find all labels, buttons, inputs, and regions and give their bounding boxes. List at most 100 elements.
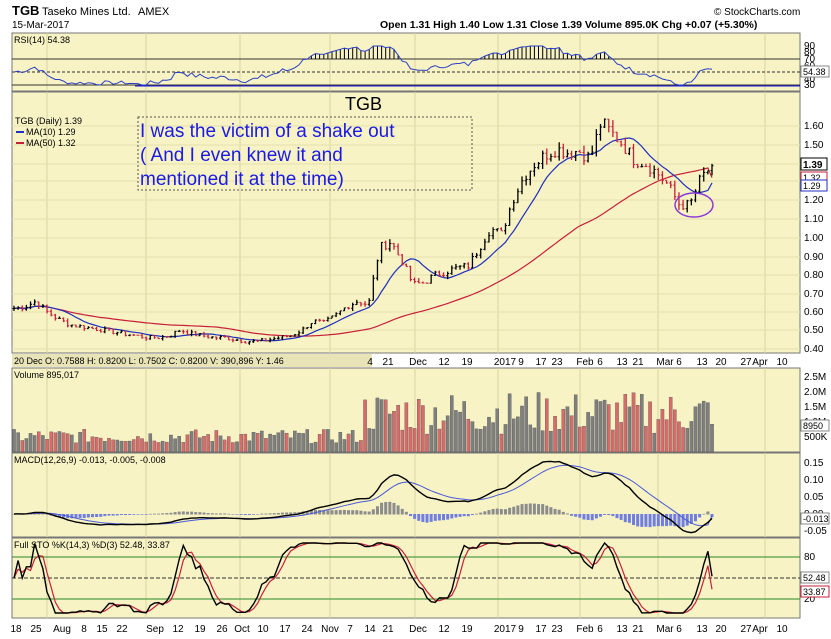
price-bar-127 [537, 161, 541, 170]
volume-bar-103 [437, 428, 442, 453]
macd-hist-bar-148 [623, 514, 627, 523]
price-bar-157 [660, 171, 664, 185]
price-bar-7 [41, 304, 45, 309]
macd-hist-bar-125 [528, 503, 532, 515]
volume-bar-62 [268, 433, 272, 453]
price-bar-66 [285, 334, 289, 338]
shakeout-circle [674, 192, 714, 218]
volume-bar-121 [512, 418, 516, 453]
volume-bar-0 [12, 429, 16, 453]
price-tick-7: 0.90 [804, 252, 824, 263]
price-bar-70 [301, 326, 305, 335]
volume-bar-47 [206, 434, 210, 453]
price-bar-162 [681, 199, 685, 211]
volume-bar-139 [586, 412, 590, 453]
macd-hist-bar-49 [214, 513, 218, 515]
price-bar-115 [487, 232, 491, 243]
macd-hist-bar-124 [524, 503, 528, 515]
symbol: TGB [12, 3, 39, 18]
macd-hist-bar-39 [173, 512, 177, 515]
macd-hist-bar-137 [578, 514, 582, 518]
macd-hist-bar-44 [194, 512, 198, 515]
date-axis-label-6: 9 [518, 357, 524, 368]
macd-hist-bar-165 [693, 514, 697, 522]
volume-bar-96 [408, 427, 413, 453]
macd-hist-bar-127 [537, 504, 541, 515]
last-price-box [800, 157, 828, 171]
bottom-axis-label-32: 20 [715, 624, 727, 635]
volume-bar-30 [136, 436, 140, 453]
price-bar-64 [276, 336, 280, 340]
price-tick-10: 0.60 [804, 307, 824, 318]
price-bar-130 [549, 153, 553, 162]
bottom-axis-label-8: 19 [194, 624, 206, 635]
date-axis-label-10: 6 [597, 357, 603, 368]
macd-hist-bar-29 [132, 514, 136, 515]
volume-bar-98 [417, 399, 421, 453]
price-bar-167 [702, 167, 706, 182]
sto-tick-80: 80 [804, 552, 816, 563]
price-bar-88 [375, 259, 379, 281]
volume-last-box [800, 419, 830, 432]
macd-hist-bar-20 [95, 514, 99, 517]
volume-bar-122 [516, 416, 520, 453]
volume-bar-58 [251, 432, 256, 453]
price-bar-131 [553, 151, 557, 158]
price-tick-11: 0.50 [804, 325, 824, 336]
macd-hist-bar-136 [574, 514, 578, 517]
price-bar-103 [437, 270, 441, 277]
bottom-axis-label-0: 18 [10, 624, 22, 635]
bottom-axis-label-23: 17 [535, 624, 547, 635]
bottom-axis-label-26: 6 [597, 624, 603, 635]
macd-hist-bar-152 [640, 514, 644, 527]
bottom-axis-label-5: 22 [116, 624, 128, 635]
volume-bar-158 [664, 419, 669, 453]
price-bar-76 [326, 316, 330, 322]
volume-bar-24 [111, 439, 115, 453]
volume-bar-159 [668, 397, 673, 453]
macd-tick-4: -0.05 [804, 526, 827, 537]
bottom-axis-label-15: 7 [347, 624, 353, 635]
price-bar-12 [62, 317, 66, 323]
volume-bar-124 [524, 396, 528, 453]
macd-hist-bar-81 [347, 510, 351, 515]
bottom-axis-label-1: 25 [30, 624, 42, 635]
price-bar-135 [570, 150, 574, 161]
volume-bar-143 [602, 399, 607, 453]
price-bar-134 [565, 149, 569, 158]
price-bar-55 [239, 339, 243, 344]
macd-hist-bar-94 [400, 508, 404, 515]
macd-hist-bar-117 [495, 508, 499, 515]
price-bar-6 [37, 301, 41, 309]
macd-hist-bar-17 [82, 514, 86, 518]
volume-bar-23 [107, 438, 111, 453]
volume-bar-3 [24, 438, 29, 453]
bottom-axis-label-11: 10 [257, 624, 269, 635]
volume-bar-165 [693, 406, 698, 453]
macd-hist-bar-37 [165, 513, 169, 515]
annotation-line-3: mentioned it at the time) [140, 169, 344, 190]
macd-hist-bar-89 [380, 502, 384, 515]
macd-hist-bar-104 [442, 514, 446, 521]
price-bar-46 [202, 331, 206, 338]
volume-bar-17 [82, 429, 86, 453]
macd-hist-bar-54 [235, 514, 239, 515]
price-bar-61 [264, 338, 268, 342]
macd-hist-bar-34 [152, 513, 156, 515]
volume-bar-113 [478, 428, 483, 453]
info-bar-text: 20 Dec O: 0.7588 H: 0.8200 L: 0.7502 C: … [14, 356, 284, 366]
macd-hist-bar-52 [227, 513, 231, 515]
volume-bar-46 [202, 436, 206, 453]
macd-hist-bar-18 [86, 514, 90, 518]
volume-bar-100 [425, 433, 429, 453]
exchange: AMEX [138, 6, 170, 18]
price-bar-14 [70, 324, 74, 328]
macd-hist-bar-65 [280, 512, 284, 515]
price-bar-85 [363, 301, 367, 307]
rsi-last-value: 54.38 [803, 67, 826, 77]
price-bar-17 [82, 325, 86, 331]
rsi-tick-0: 90 [804, 41, 816, 52]
volume-bar-19 [90, 436, 95, 453]
volume-bar-65 [280, 430, 285, 453]
macd-hist-bar-46 [202, 512, 206, 515]
